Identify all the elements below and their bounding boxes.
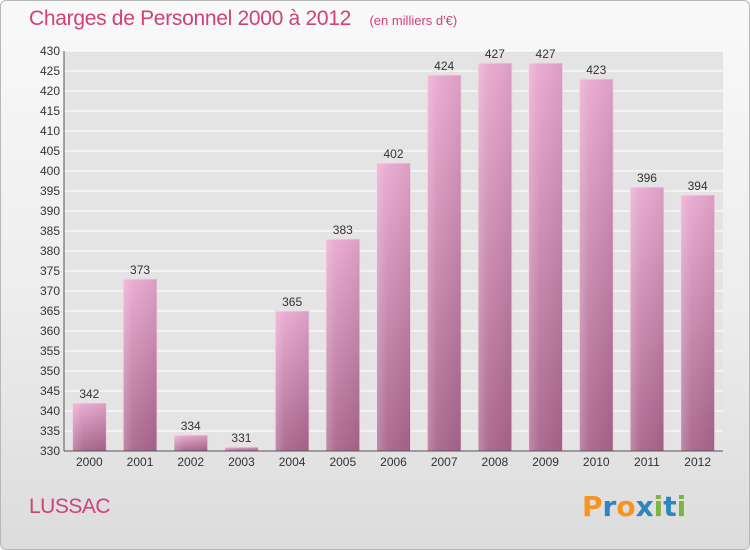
y-tick-label: 395 [40, 184, 60, 198]
y-tick-label: 380 [40, 244, 60, 258]
logo-letter: o [616, 490, 636, 523]
data-label: 334 [181, 419, 201, 433]
y-tick-label: 345 [40, 384, 60, 398]
y-tick-label: 375 [40, 264, 60, 278]
y-tick-label: 360 [40, 324, 60, 338]
x-tick-label: 2006 [380, 455, 407, 469]
y-tick-label: 330 [40, 444, 60, 458]
data-label: 427 [485, 47, 505, 61]
bars [71, 62, 716, 452]
bar-shine [629, 187, 664, 451]
y-tick-label: 350 [40, 364, 60, 378]
data-label: 424 [434, 59, 454, 73]
y-tick-label: 365 [40, 304, 60, 318]
logo-letter: r [602, 490, 617, 523]
data-label: 396 [637, 171, 657, 185]
data-label: 383 [333, 223, 353, 237]
y-tick-label: 370 [40, 284, 60, 298]
commune-name: LUSSAC [29, 495, 111, 518]
data-label: 331 [231, 431, 251, 445]
x-tick-label: 2004 [279, 455, 306, 469]
bar-shine [579, 79, 614, 451]
x-tick-label: 2012 [684, 455, 711, 469]
x-tick-label: 2010 [583, 455, 610, 469]
logo-letter: t [663, 490, 677, 523]
y-tick-label: 430 [40, 44, 60, 58]
bar-shine [123, 279, 158, 451]
y-tick-label: 410 [40, 124, 60, 138]
logo-letter: x [635, 490, 654, 523]
x-tick-label: 2011 [634, 455, 660, 469]
bar-shine [477, 63, 512, 451]
logo-letter: i [676, 490, 687, 523]
x-tick-label: 2005 [329, 455, 356, 469]
logo-letter: P [582, 490, 603, 523]
y-tick-label: 390 [40, 204, 60, 218]
data-label: 427 [536, 47, 556, 61]
y-tick-label: 335 [40, 424, 60, 438]
bar-shine [680, 195, 715, 451]
x-tick-label: 2000 [76, 455, 103, 469]
bar-shine [275, 311, 310, 451]
data-label: 373 [130, 263, 150, 277]
data-label: 365 [282, 295, 302, 309]
x-tick-label: 2001 [127, 455, 154, 469]
title-row: Charges de Personnel 2000 à 2012 (en mil… [29, 7, 457, 31]
x-tick-label: 2009 [532, 455, 559, 469]
y-tick-label: 415 [40, 104, 60, 118]
y-tick-label: 385 [40, 224, 60, 238]
x-tick-label: 2003 [228, 455, 255, 469]
x-tick-label: 2008 [482, 455, 509, 469]
data-label: 394 [688, 179, 708, 193]
y-tick-label: 355 [40, 344, 60, 358]
x-tick-label: 2002 [177, 455, 204, 469]
data-label: 423 [586, 63, 606, 77]
data-label: 402 [383, 147, 403, 161]
proxiti-logo[interactable]: Proxiti [582, 490, 686, 523]
y-tick-label: 340 [40, 404, 60, 418]
bar-shine [427, 75, 462, 451]
bar-shine [325, 239, 360, 451]
bar-shine [72, 403, 107, 451]
bar-shine [224, 447, 259, 451]
axes: 330 335 340 345 350 355 360 365 370 375 380 385 390 3… [40, 44, 723, 469]
data-label: 342 [79, 387, 99, 401]
bar-shine [376, 163, 411, 451]
logo-letter: i [653, 490, 664, 523]
bar-shine [528, 63, 563, 451]
bar-shine [173, 435, 208, 451]
chart-title: Charges de Personnel 2000 à 2012 [29, 7, 351, 30]
x-tick-label: 2007 [431, 455, 458, 469]
chart-subtitle: (en milliers d'€) [369, 13, 458, 28]
y-tick-label: 420 [40, 84, 60, 98]
y-tick-label: 405 [40, 144, 60, 158]
y-tick-label: 425 [40, 64, 60, 78]
y-tick-label: 400 [40, 164, 60, 178]
